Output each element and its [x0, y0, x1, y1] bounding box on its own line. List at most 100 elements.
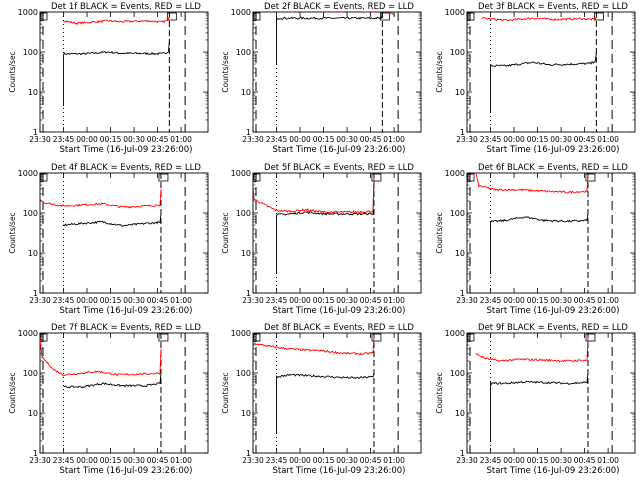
x-tick-label: 23:45 [480, 296, 502, 305]
saa-box [379, 12, 390, 21]
x-tick-label: 23:45 [53, 135, 75, 144]
y-tick-label: 1000 [231, 169, 251, 178]
plot-frame [39, 11, 209, 133]
x-tick-label: 23:30 [456, 456, 478, 465]
x-tick-label: 00:00 [503, 135, 525, 144]
x-tick-label: 01:00 [597, 296, 619, 305]
y-tick-label: 1000 [18, 169, 38, 178]
y-tick-label: 10 [241, 88, 251, 97]
y-axis-title: Counts/sec [435, 51, 444, 92]
saa-box [371, 173, 382, 182]
x-tick-label: 00:30 [123, 296, 145, 305]
x-tick-label: 00:00 [289, 456, 311, 465]
x-tick-label: 00:00 [503, 296, 525, 305]
x-tick-label: 00:45 [360, 135, 382, 144]
y-tick-label: 1 [33, 128, 38, 137]
detector-panel-5: Det 5f BLACK = Events, RED = LLD 1 10 100 10… [221, 163, 422, 316]
y-tick-label: 1 [460, 128, 465, 137]
saa-box [40, 173, 48, 182]
x-tick-label: 00:00 [76, 456, 98, 465]
x-tick-label: 23:30 [29, 135, 51, 144]
plot-frame [466, 172, 636, 294]
x-tick-label: 23:30 [29, 296, 51, 305]
y-tick-label: 100 [450, 48, 465, 57]
x-tick-label: 23:30 [456, 135, 478, 144]
x-axis-title: Start Time (16-Jul-09 23:26:00) [487, 145, 620, 155]
y-axis-title: Counts/sec [8, 372, 17, 413]
plot-frame [466, 11, 636, 133]
x-tick-label: 01:00 [597, 135, 619, 144]
y-axis-title: Counts/sec [8, 51, 17, 92]
y-tick-label: 100 [23, 369, 38, 378]
y-tick-label: 10 [455, 88, 465, 97]
x-tick-label: 01:00 [170, 296, 192, 305]
x-tick-label: 00:00 [76, 296, 98, 305]
y-tick-label: 1000 [231, 329, 251, 338]
y-tick-label: 1000 [18, 329, 38, 338]
lld-series-line [253, 176, 375, 214]
x-tick-label: 00:30 [550, 296, 572, 305]
x-tick-label: 23:30 [242, 296, 264, 305]
x-tick-label: 00:15 [100, 456, 122, 465]
y-tick-label: 100 [450, 209, 465, 218]
saa-box [585, 333, 596, 342]
x-tick-label: 00:45 [574, 456, 596, 465]
x-axis-title: Start Time (16-Jul-09 23:26:00) [60, 466, 193, 476]
events-series-line [276, 12, 383, 64]
x-tick-label: 00:30 [550, 135, 572, 144]
plot-frame [252, 172, 422, 294]
x-tick-label: 00:45 [360, 456, 382, 465]
y-tick-label: 10 [28, 409, 38, 418]
x-axis-title: Start Time (16-Jul-09 23:26:00) [487, 306, 620, 316]
x-tick-label: 00:00 [76, 135, 98, 144]
saa-box [585, 173, 596, 182]
y-tick-label: 1000 [445, 329, 465, 338]
saa-box [40, 333, 48, 342]
saa-box [166, 12, 177, 21]
panel-title: Det 4f BLACK = Events, RED = LLD [51, 163, 201, 173]
x-tick-label: 00:45 [574, 135, 596, 144]
x-tick-label: 01:00 [383, 296, 405, 305]
y-axis-title: Counts/sec [221, 51, 230, 92]
saa-box [467, 12, 475, 21]
x-tick-label: 00:15 [313, 135, 335, 144]
y-tick-label: 100 [450, 369, 465, 378]
y-tick-label: 1 [33, 449, 38, 458]
y-tick-label: 100 [23, 48, 38, 57]
lld-series-line [481, 15, 597, 22]
x-tick-label: 01:00 [170, 456, 192, 465]
events-series-line [63, 41, 170, 106]
panel-title: Det 2f BLACK = Events, RED = LLD [264, 2, 414, 12]
detector-panel-2: Det 2f BLACK = Events, RED = LLD 1 10 100 10… [221, 2, 422, 155]
x-tick-label: 00:15 [527, 135, 549, 144]
saa-box [158, 333, 169, 342]
events-series-line [63, 372, 162, 389]
y-tick-label: 100 [236, 209, 251, 218]
detector-panel-6: Det 6f BLACK = Events, RED = LLD 1 10 100 10… [435, 163, 636, 316]
x-tick-label: 00:45 [147, 456, 169, 465]
y-tick-label: 1000 [231, 8, 251, 17]
panel-title: Det 1f BLACK = Events, RED = LLD [51, 2, 201, 12]
y-tick-label: 100 [236, 369, 251, 378]
y-axis-title: Counts/sec [8, 212, 17, 253]
saa-box [253, 173, 261, 182]
x-tick-label: 01:00 [383, 135, 405, 144]
x-tick-label: 23:30 [242, 135, 264, 144]
detector-panel-9: Det 9f BLACK = Events, RED = LLD 1 10 100 10… [435, 323, 636, 476]
x-tick-label: 00:45 [147, 135, 169, 144]
plot-frame [252, 332, 422, 454]
y-tick-label: 10 [455, 249, 465, 258]
lld-series-line [40, 188, 162, 209]
x-tick-label: 00:00 [289, 296, 311, 305]
x-tick-label: 00:15 [100, 296, 122, 305]
x-tick-label: 23:45 [266, 456, 288, 465]
x-tick-label: 00:15 [100, 135, 122, 144]
x-tick-label: 23:45 [480, 135, 502, 144]
y-tick-label: 10 [241, 409, 251, 418]
y-tick-label: 1 [460, 449, 465, 458]
x-tick-label: 23:30 [456, 296, 478, 305]
x-tick-label: 00:15 [527, 456, 549, 465]
plot-frame [466, 332, 636, 454]
events-series-line [276, 372, 375, 434]
x-tick-label: 01:00 [170, 135, 192, 144]
